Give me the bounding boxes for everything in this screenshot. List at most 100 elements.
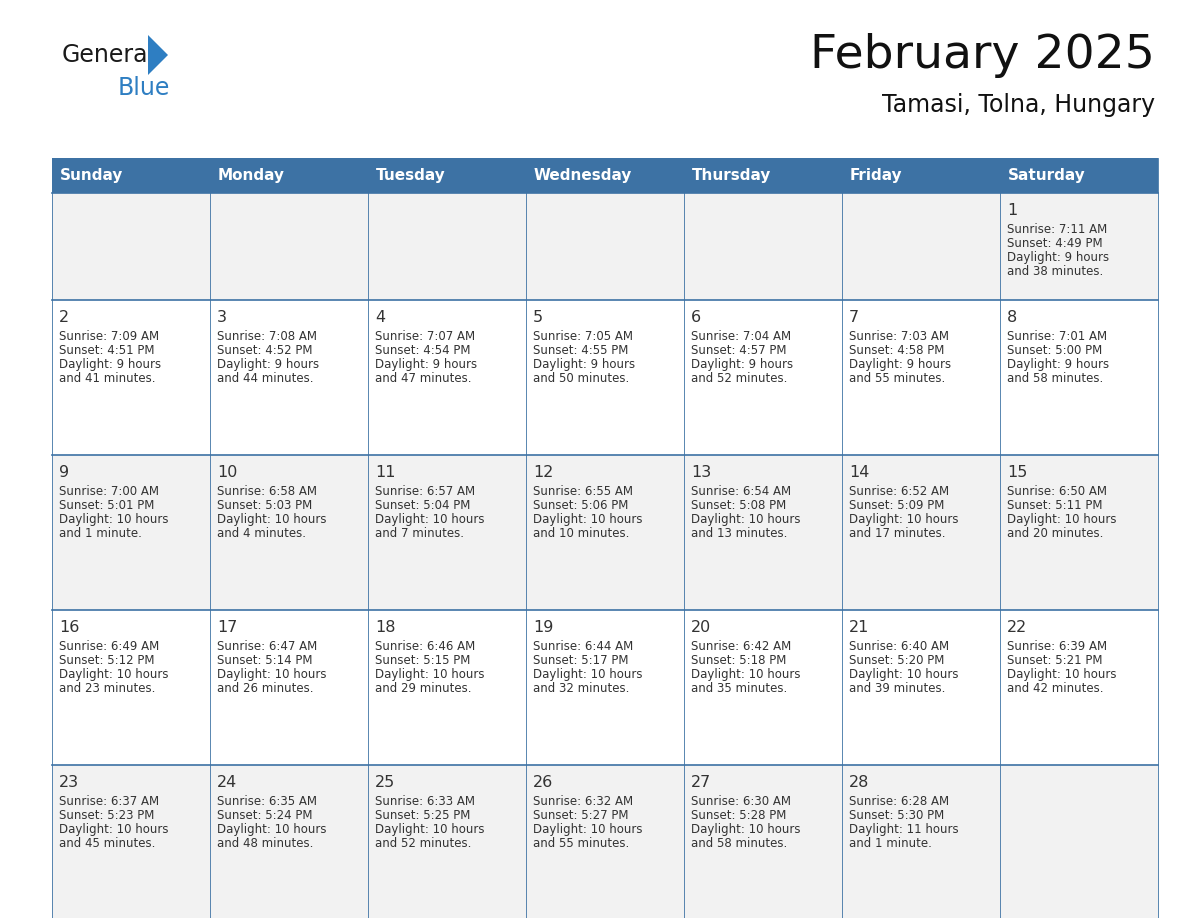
Bar xyxy=(368,610,526,765)
Text: Sunset: 5:25 PM: Sunset: 5:25 PM xyxy=(375,809,470,822)
Text: Daylight: 10 hours: Daylight: 10 hours xyxy=(691,823,801,836)
Text: February 2025: February 2025 xyxy=(810,32,1155,77)
Text: Daylight: 10 hours: Daylight: 10 hours xyxy=(217,668,327,681)
Bar xyxy=(52,158,1158,193)
Text: and 10 minutes.: and 10 minutes. xyxy=(533,527,630,540)
Bar xyxy=(684,193,842,300)
Text: Daylight: 10 hours: Daylight: 10 hours xyxy=(375,668,485,681)
Text: Sunrise: 6:46 AM: Sunrise: 6:46 AM xyxy=(375,640,475,653)
Text: Sunrise: 6:47 AM: Sunrise: 6:47 AM xyxy=(217,640,317,653)
Bar xyxy=(526,300,684,455)
Text: Sunset: 5:08 PM: Sunset: 5:08 PM xyxy=(691,499,786,512)
Text: Friday: Friday xyxy=(849,168,903,183)
Text: and 20 minutes.: and 20 minutes. xyxy=(1007,527,1104,540)
Text: Sunset: 5:00 PM: Sunset: 5:00 PM xyxy=(1007,344,1102,357)
Text: 27: 27 xyxy=(691,775,712,790)
Bar xyxy=(52,193,210,300)
Text: Sunset: 5:15 PM: Sunset: 5:15 PM xyxy=(375,654,470,667)
Text: Sunset: 5:17 PM: Sunset: 5:17 PM xyxy=(533,654,628,667)
Text: Sunrise: 6:30 AM: Sunrise: 6:30 AM xyxy=(691,795,791,808)
Text: Sunset: 5:06 PM: Sunset: 5:06 PM xyxy=(533,499,628,512)
Bar xyxy=(1000,455,1158,610)
Text: Daylight: 10 hours: Daylight: 10 hours xyxy=(59,823,169,836)
Text: 20: 20 xyxy=(691,620,712,635)
Text: Monday: Monday xyxy=(219,168,285,183)
Text: Sunset: 5:23 PM: Sunset: 5:23 PM xyxy=(59,809,154,822)
Bar xyxy=(842,610,1000,765)
Text: Daylight: 10 hours: Daylight: 10 hours xyxy=(533,513,643,526)
Text: Sunrise: 6:39 AM: Sunrise: 6:39 AM xyxy=(1007,640,1107,653)
Text: Sunset: 4:58 PM: Sunset: 4:58 PM xyxy=(849,344,944,357)
Text: Sunset: 4:55 PM: Sunset: 4:55 PM xyxy=(533,344,628,357)
Text: Sunrise: 6:50 AM: Sunrise: 6:50 AM xyxy=(1007,485,1107,498)
Text: 16: 16 xyxy=(59,620,80,635)
Text: Saturday: Saturday xyxy=(1007,168,1086,183)
Text: Sunrise: 6:55 AM: Sunrise: 6:55 AM xyxy=(533,485,633,498)
Text: Sunrise: 6:54 AM: Sunrise: 6:54 AM xyxy=(691,485,791,498)
Text: 9: 9 xyxy=(59,465,69,480)
Text: Sunrise: 7:01 AM: Sunrise: 7:01 AM xyxy=(1007,330,1107,343)
Text: Daylight: 10 hours: Daylight: 10 hours xyxy=(691,513,801,526)
Text: Wednesday: Wednesday xyxy=(533,168,632,183)
Bar xyxy=(684,455,842,610)
Bar xyxy=(52,610,210,765)
Text: Sunrise: 6:52 AM: Sunrise: 6:52 AM xyxy=(849,485,949,498)
Text: Sunset: 5:12 PM: Sunset: 5:12 PM xyxy=(59,654,154,667)
Text: Tuesday: Tuesday xyxy=(375,168,446,183)
Text: and 17 minutes.: and 17 minutes. xyxy=(849,527,946,540)
Text: Sunrise: 6:28 AM: Sunrise: 6:28 AM xyxy=(849,795,949,808)
Text: Sunset: 5:24 PM: Sunset: 5:24 PM xyxy=(217,809,312,822)
Text: 14: 14 xyxy=(849,465,870,480)
Text: 5: 5 xyxy=(533,310,543,325)
Text: Sunrise: 7:00 AM: Sunrise: 7:00 AM xyxy=(59,485,159,498)
Bar xyxy=(210,610,368,765)
Text: Sunset: 5:09 PM: Sunset: 5:09 PM xyxy=(849,499,944,512)
Text: 22: 22 xyxy=(1007,620,1028,635)
Bar xyxy=(210,765,368,918)
Text: Daylight: 10 hours: Daylight: 10 hours xyxy=(1007,668,1117,681)
Text: Sunset: 5:21 PM: Sunset: 5:21 PM xyxy=(1007,654,1102,667)
Bar xyxy=(684,610,842,765)
Text: Sunset: 5:04 PM: Sunset: 5:04 PM xyxy=(375,499,470,512)
Text: Daylight: 9 hours: Daylight: 9 hours xyxy=(849,358,952,371)
Text: 24: 24 xyxy=(217,775,238,790)
Text: and 55 minutes.: and 55 minutes. xyxy=(849,372,946,385)
Text: Sunset: 5:28 PM: Sunset: 5:28 PM xyxy=(691,809,786,822)
Text: and 58 minutes.: and 58 minutes. xyxy=(691,837,788,850)
Text: Daylight: 10 hours: Daylight: 10 hours xyxy=(691,668,801,681)
Text: and 45 minutes.: and 45 minutes. xyxy=(59,837,156,850)
Bar xyxy=(684,765,842,918)
Text: Sunrise: 7:04 AM: Sunrise: 7:04 AM xyxy=(691,330,791,343)
Text: and 1 minute.: and 1 minute. xyxy=(59,527,141,540)
Text: Daylight: 10 hours: Daylight: 10 hours xyxy=(849,668,959,681)
Text: Daylight: 9 hours: Daylight: 9 hours xyxy=(533,358,636,371)
Text: Sunset: 4:51 PM: Sunset: 4:51 PM xyxy=(59,344,154,357)
Text: Daylight: 9 hours: Daylight: 9 hours xyxy=(1007,251,1110,264)
Text: Sunset: 5:11 PM: Sunset: 5:11 PM xyxy=(1007,499,1102,512)
Text: and 52 minutes.: and 52 minutes. xyxy=(691,372,788,385)
Text: and 38 minutes.: and 38 minutes. xyxy=(1007,265,1104,278)
Text: Sunset: 4:52 PM: Sunset: 4:52 PM xyxy=(217,344,312,357)
Text: Tamasi, Tolna, Hungary: Tamasi, Tolna, Hungary xyxy=(881,93,1155,117)
Bar xyxy=(526,193,684,300)
Bar xyxy=(842,300,1000,455)
Text: 19: 19 xyxy=(533,620,554,635)
Bar xyxy=(1000,300,1158,455)
Text: Sunrise: 7:09 AM: Sunrise: 7:09 AM xyxy=(59,330,159,343)
Text: 1: 1 xyxy=(1007,203,1017,218)
Text: 11: 11 xyxy=(375,465,396,480)
Bar xyxy=(368,765,526,918)
Text: 17: 17 xyxy=(217,620,238,635)
Text: and 55 minutes.: and 55 minutes. xyxy=(533,837,630,850)
Text: Daylight: 9 hours: Daylight: 9 hours xyxy=(691,358,794,371)
Text: General: General xyxy=(62,43,156,67)
Text: and 7 minutes.: and 7 minutes. xyxy=(375,527,465,540)
Text: Sunset: 4:54 PM: Sunset: 4:54 PM xyxy=(375,344,470,357)
Text: and 42 minutes.: and 42 minutes. xyxy=(1007,682,1104,695)
Text: 6: 6 xyxy=(691,310,701,325)
Text: and 4 minutes.: and 4 minutes. xyxy=(217,527,307,540)
Bar xyxy=(210,455,368,610)
Text: and 47 minutes.: and 47 minutes. xyxy=(375,372,472,385)
Bar xyxy=(526,765,684,918)
Text: Daylight: 10 hours: Daylight: 10 hours xyxy=(217,513,327,526)
